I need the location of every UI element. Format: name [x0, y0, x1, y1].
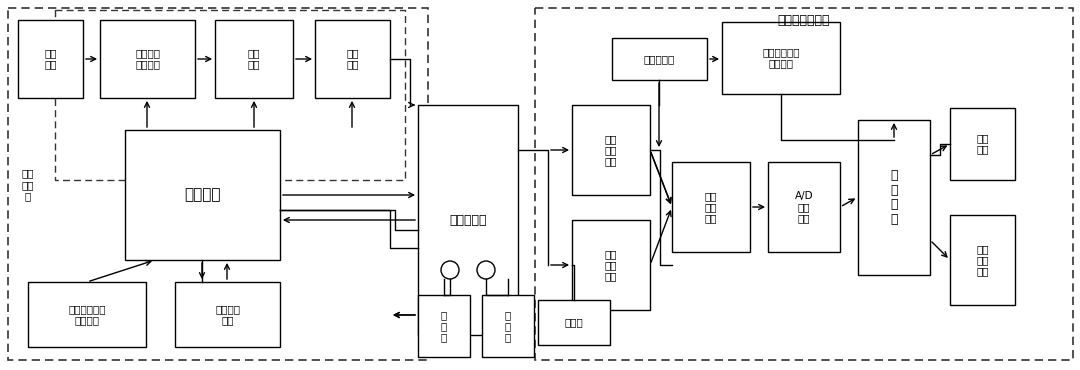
FancyBboxPatch shape	[18, 20, 83, 98]
Text: 可充电电池: 可充电电池	[644, 54, 675, 64]
FancyBboxPatch shape	[8, 8, 428, 360]
Text: 电流
采集
模块: 电流 采集 模块	[605, 134, 618, 166]
FancyBboxPatch shape	[482, 295, 534, 357]
FancyBboxPatch shape	[950, 108, 1015, 180]
Text: A/D
转换
模块: A/D 转换 模块	[795, 191, 813, 223]
FancyBboxPatch shape	[723, 22, 840, 94]
FancyBboxPatch shape	[535, 8, 1074, 360]
FancyBboxPatch shape	[950, 215, 1015, 305]
Text: 人机交互
模块: 人机交互 模块	[215, 304, 240, 325]
FancyBboxPatch shape	[315, 20, 390, 98]
FancyBboxPatch shape	[672, 162, 750, 252]
Text: 卫星时钟信号
接收模块: 卫星时钟信号 接收模块	[68, 304, 106, 325]
FancyBboxPatch shape	[538, 300, 610, 345]
FancyBboxPatch shape	[55, 10, 405, 180]
FancyBboxPatch shape	[572, 105, 650, 195]
Text: 接
地
极: 接 地 极	[441, 310, 447, 342]
Text: 人机
交互
模块: 人机 交互 模块	[976, 244, 989, 276]
Text: 变频信号
发生模块: 变频信号 发生模块	[135, 48, 160, 70]
Text: 电
流
极: 电 流 极	[504, 310, 511, 342]
FancyBboxPatch shape	[215, 20, 293, 98]
Text: 卫星时钟信号
接收模块: 卫星时钟信号 接收模块	[762, 47, 800, 68]
Text: 滤波
模块: 滤波 模块	[347, 48, 359, 70]
Text: 微
处
理
器: 微 处 理 器	[890, 169, 897, 226]
Text: 电压
采集
模块: 电压 采集 模块	[605, 249, 618, 281]
FancyBboxPatch shape	[125, 130, 280, 260]
Text: 隔离变压器: 隔离变压器	[449, 213, 487, 226]
Text: 隔离
滤波
模块: 隔离 滤波 模块	[705, 191, 717, 223]
FancyBboxPatch shape	[418, 295, 470, 357]
Text: 供电
电源: 供电 电源	[44, 48, 57, 70]
FancyBboxPatch shape	[572, 220, 650, 310]
FancyBboxPatch shape	[612, 38, 707, 80]
FancyBboxPatch shape	[858, 120, 930, 275]
Text: 可调频率万用表: 可调频率万用表	[778, 13, 831, 27]
FancyBboxPatch shape	[768, 162, 840, 252]
Text: 稳流
模块: 稳流 模块	[247, 48, 260, 70]
Text: 变频
信号
源: 变频 信号 源	[22, 168, 35, 202]
Text: 存储
模块: 存储 模块	[976, 134, 989, 155]
FancyBboxPatch shape	[175, 282, 280, 347]
Text: 电压极: 电压极	[565, 317, 583, 327]
FancyBboxPatch shape	[100, 20, 195, 98]
Text: 微处理器: 微处理器	[185, 188, 220, 202]
FancyBboxPatch shape	[28, 282, 146, 347]
FancyBboxPatch shape	[418, 105, 518, 335]
